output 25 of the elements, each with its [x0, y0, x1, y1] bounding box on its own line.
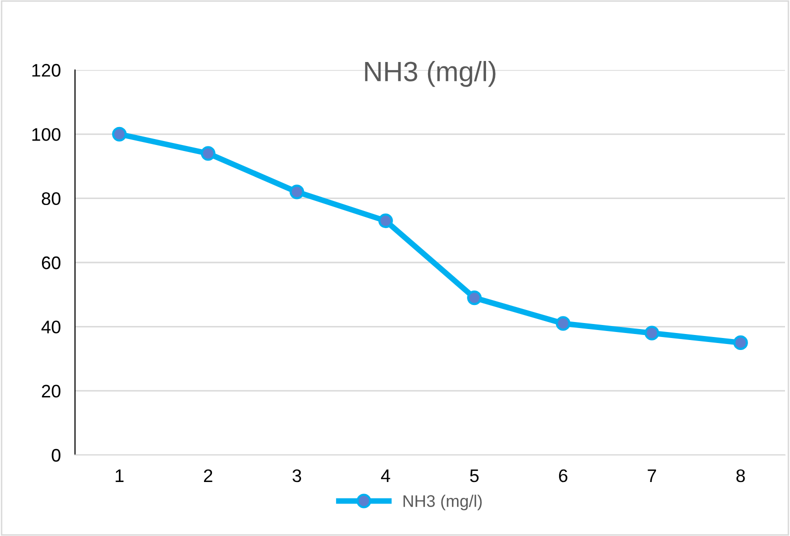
x-tick-label: 8: [736, 469, 745, 482]
point: [200, 146, 216, 161]
y-tick-label: 0: [52, 448, 60, 462]
y-tick-label: 100: [32, 128, 60, 141]
y-tick-label: 120: [32, 64, 60, 77]
point: [644, 326, 660, 340]
point: [467, 290, 482, 306]
point: [556, 316, 570, 331]
x-tick-label: 7: [648, 470, 656, 482]
y-tick-label: 20: [42, 384, 60, 398]
x-tick-label: 1: [116, 470, 124, 482]
x-tick-label: 4: [381, 470, 390, 482]
point: [733, 335, 748, 350]
y-tick-label: 40: [41, 320, 60, 334]
legend-label: NH3 (mg/l): [404, 494, 482, 510]
y-tick-label: 60: [42, 256, 60, 270]
x-tick-label: 6: [559, 469, 568, 482]
chart-title: NH3 (mg/l): [365, 60, 496, 87]
point: [378, 213, 393, 228]
x-tick-label: 2: [204, 469, 212, 482]
point: [112, 126, 127, 142]
point: [290, 184, 304, 200]
x-tick-label: 3: [292, 469, 302, 482]
x-tick-label: 5: [470, 470, 479, 482]
y-tick-label: 80: [42, 192, 60, 206]
